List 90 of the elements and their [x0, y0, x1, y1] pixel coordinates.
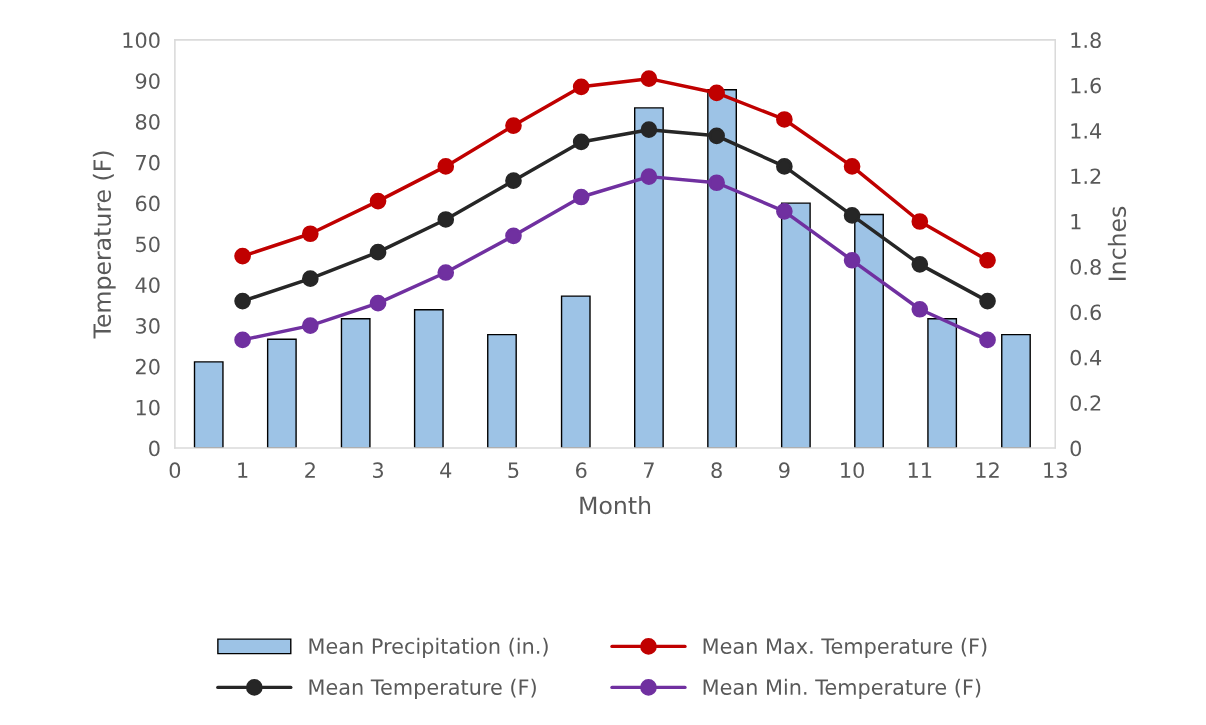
x-tick-label: 7: [644, 462, 654, 478]
y-tick-label: 30: [136, 318, 160, 334]
point: [301, 317, 319, 334]
x-tick-label: 0: [169, 462, 181, 479]
x-tick-label: 11: [908, 462, 932, 478]
x-tick-label: 3: [373, 462, 383, 479]
point: [911, 300, 929, 318]
y2-tick-label: 0.6: [1070, 304, 1101, 321]
y-tick-label: 60: [135, 195, 160, 212]
point: [301, 270, 319, 287]
point: [369, 192, 387, 210]
x-tick-label: 13: [1044, 462, 1067, 479]
bar: [780, 202, 811, 449]
point: [911, 213, 929, 230]
y-tick-label: 10: [136, 399, 160, 416]
point: [640, 70, 658, 87]
y-tick-label: 20: [136, 358, 160, 375]
y2-tick-label: 1.8: [1071, 32, 1101, 49]
y-tick-label: 80: [135, 113, 160, 130]
point: [979, 292, 996, 310]
x-tick-label: 12: [976, 462, 999, 478]
point: [979, 251, 996, 269]
point: [708, 127, 725, 145]
point: [301, 225, 319, 243]
legend-label: Mean Temperature (F): [309, 678, 536, 699]
y2-tick-label: 1: [1071, 214, 1081, 230]
legend-label: Mean Precipitation (in.): [309, 637, 548, 658]
point: [437, 211, 455, 228]
point: [640, 168, 658, 185]
y-tick-label: 50: [136, 236, 160, 253]
y2-tick-label: 0.4: [1070, 349, 1102, 366]
point: [234, 292, 251, 310]
bar: [634, 107, 664, 449]
y2-tick-label: 0.8: [1070, 259, 1101, 275]
point: [437, 158, 455, 175]
y-tick-label: 70: [136, 154, 160, 171]
bar: [560, 295, 591, 449]
point: [572, 78, 590, 96]
point: [369, 243, 387, 261]
point: [708, 174, 725, 192]
bar: [927, 318, 958, 449]
point: [843, 207, 861, 224]
y2-tick-label: 0.2: [1070, 395, 1101, 411]
x-tick-label: 6: [576, 462, 587, 479]
point: [505, 227, 522, 245]
x-tick-label: 8: [711, 462, 722, 479]
point: [911, 256, 929, 273]
point: [572, 133, 590, 151]
y2-tick-label: 1.4: [1071, 123, 1102, 139]
point: [505, 172, 522, 190]
bar: [707, 89, 737, 449]
point: [234, 247, 251, 265]
point: [843, 251, 861, 269]
point: [572, 188, 590, 206]
point: [437, 264, 455, 281]
x-tick-label: 10: [841, 462, 864, 479]
point: [979, 331, 996, 349]
point: [776, 158, 793, 175]
point: [505, 117, 522, 134]
y2-tick-label: 1.6: [1071, 77, 1101, 94]
point: [369, 294, 387, 312]
bar: [854, 213, 884, 449]
y-axis-title: Temperature (F): [92, 151, 116, 339]
x-tick-label: 9: [779, 462, 790, 479]
legend-label: Mean Max. Temperature (F): [703, 637, 987, 658]
point: [776, 111, 793, 128]
y2-axis-title: Inches: [1107, 206, 1127, 280]
x-tick-label: 5: [508, 462, 519, 479]
x-tick-label: 2: [305, 462, 315, 478]
y-tick-label: 100: [123, 32, 160, 49]
y-tick-label: 40: [135, 277, 160, 293]
y2-tick-label: 0: [1070, 440, 1082, 457]
x-tick-label: 1: [238, 462, 248, 478]
point: [843, 158, 861, 175]
bar: [487, 333, 517, 449]
legend-label: Mean Min. Temperature (F): [703, 678, 981, 699]
bar: [413, 309, 444, 449]
bar: [193, 361, 224, 449]
y-tick-label: 0: [149, 440, 160, 457]
point: [776, 202, 793, 220]
bar: [340, 318, 371, 449]
point: [640, 121, 658, 139]
y2-tick-label: 1.2: [1071, 168, 1101, 184]
bar: [266, 338, 297, 449]
y-tick-label: 90: [135, 73, 160, 89]
bar: [1001, 333, 1031, 449]
point: [708, 84, 725, 102]
point: [234, 331, 251, 349]
x-axis-title: Month: [580, 495, 651, 515]
x-tick-label: 4: [440, 462, 452, 478]
